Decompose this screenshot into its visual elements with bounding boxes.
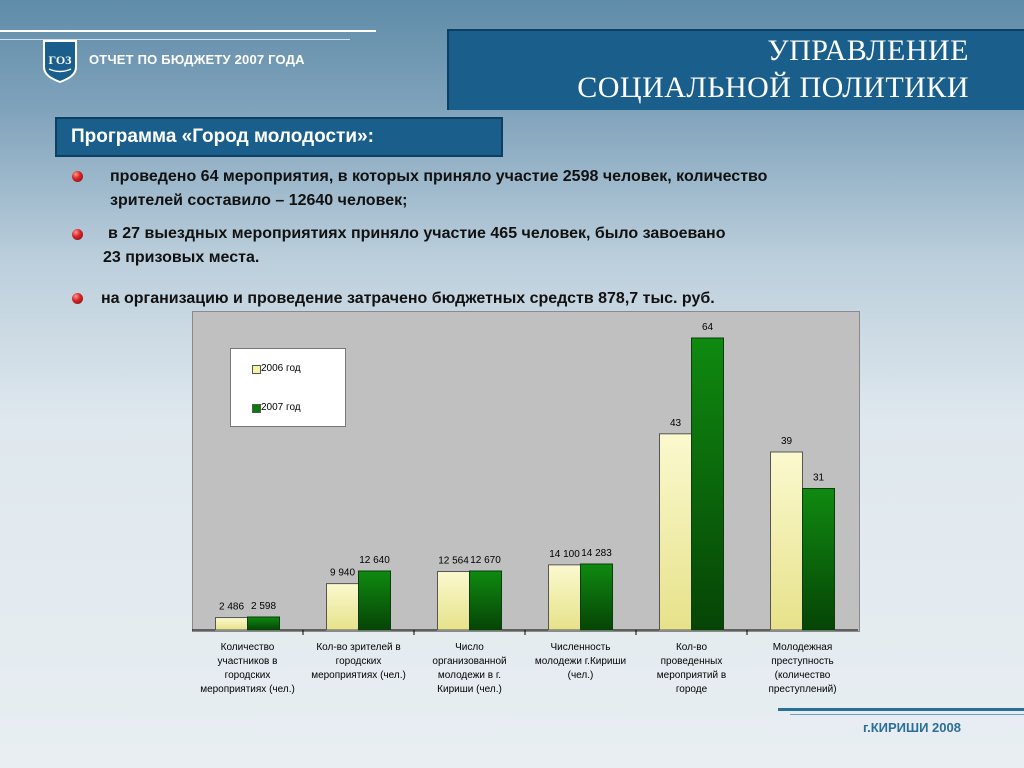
bullet-2-line-2: 23 призовых места. — [103, 249, 260, 266]
bullet-icon — [72, 293, 83, 304]
chart-legend: 2006 год 2007 год — [230, 348, 346, 427]
category-label: городе — [676, 684, 708, 695]
category-label: Численность — [550, 642, 610, 653]
category-label: городских — [225, 670, 271, 681]
bar-2007 — [580, 563, 613, 631]
category-label: мероприятиях (чел.) — [311, 670, 406, 681]
data-label: 12 640 — [359, 555, 390, 566]
bullet-1-line-2: зрителей составило – 12640 человек; — [110, 192, 408, 209]
category-label: Кол-во — [676, 642, 708, 653]
legend-swatch-2006 — [252, 365, 261, 374]
header-top-line-secondary — [0, 39, 350, 40]
legend-item-2006: 2006 год — [252, 363, 301, 374]
category-label: преступлений) — [768, 684, 836, 695]
data-label: 2 486 — [219, 602, 244, 613]
department-title-line1: УПРАВЛЕНИЕ — [767, 34, 969, 67]
city-emblem-icon: ГОЗ — [43, 40, 77, 83]
data-label: 43 — [670, 418, 682, 429]
category-label: преступность — [771, 656, 834, 667]
data-label: 9 940 — [330, 568, 355, 579]
category-label: мероприятиях (чел.) — [200, 684, 295, 695]
category-label: мероприятий в — [657, 670, 726, 681]
bar-2006 — [659, 433, 692, 631]
report-title: ОТЧЕТ ПО БЮДЖЕТУ 2007 ГОДА — [89, 52, 305, 67]
category-label: Кол-во зрителей в — [316, 642, 400, 653]
data-label: 31 — [813, 473, 825, 484]
footer-text: г.КИРИШИ 2008 — [863, 720, 961, 735]
bar-2006 — [326, 583, 359, 631]
data-label: 14 100 — [549, 549, 580, 560]
bar-2007 — [691, 337, 724, 631]
footer-line-secondary — [790, 714, 1024, 715]
legend-swatch-2007 — [252, 404, 261, 413]
category-label: молодежи г.Кириши — [535, 656, 626, 667]
category-label: Кириши (чел.) — [437, 684, 502, 695]
legend-label-2006: 2006 год — [261, 363, 301, 374]
footer-line — [778, 708, 1024, 711]
department-banner: УПРАВЛЕНИЕ СОЦИАЛЬНОЙ ПОЛИТИКИ — [447, 29, 1024, 110]
bar-2006 — [770, 451, 803, 631]
bullet-icon — [72, 171, 83, 182]
category-label: участников в — [218, 656, 278, 667]
bar-2007 — [247, 616, 280, 631]
department-title-line2: СОЦИАЛЬНОЙ ПОЛИТИКИ — [577, 71, 969, 104]
bullet-icon — [72, 229, 83, 240]
category-label: молодежи в г. — [438, 670, 501, 681]
category-label: Количество — [221, 642, 275, 653]
category-label: (количество — [775, 670, 831, 681]
legend-item-2007: 2007 год — [252, 402, 301, 413]
category-label: (чел.) — [568, 670, 594, 681]
category-label: организованной — [432, 656, 506, 667]
category-label: Молодежная — [773, 642, 833, 653]
category-label: Число — [455, 642, 484, 653]
bar-2006 — [548, 564, 581, 631]
data-label: 39 — [781, 436, 793, 447]
data-label: 14 283 — [581, 548, 612, 559]
program-banner: Программа «Город молодости»: — [55, 117, 503, 157]
bar-2006 — [215, 617, 248, 631]
legend-label-2007: 2007 год — [261, 402, 301, 413]
bar-2006 — [437, 570, 470, 631]
data-label: 12 670 — [470, 555, 501, 566]
data-label: 64 — [702, 322, 714, 333]
header-top-line — [0, 30, 376, 32]
category-label: проведенных — [661, 656, 723, 667]
emblem-text: ГОЗ — [48, 53, 71, 67]
program-title: Программа «Город молодости»: — [71, 126, 374, 147]
data-label: 12 564 — [438, 555, 469, 566]
bullet-2-line-1: в 27 выездных мероприятиях приняло участ… — [108, 225, 726, 242]
bullet-3-line-1: на организацию и проведение затрачено бю… — [101, 290, 715, 307]
bar-2007 — [358, 570, 391, 631]
bar-2007 — [802, 488, 835, 631]
data-label: 2 598 — [251, 601, 276, 612]
bullet-1-line-1: проведено 64 мероприятия, в которых прин… — [110, 168, 768, 185]
bar-2007 — [469, 570, 502, 631]
category-label: городских — [336, 656, 382, 667]
